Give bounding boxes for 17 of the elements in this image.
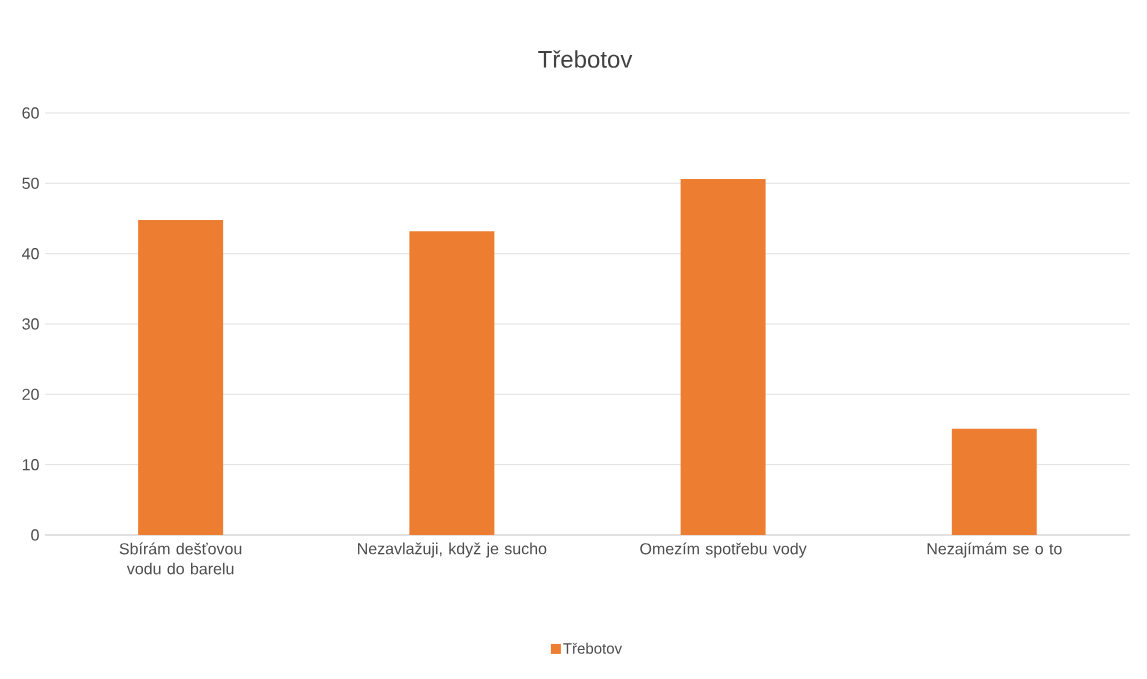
y-tick-label: 60 bbox=[22, 107, 39, 119]
x-tick-label: Omezím spotřebu vody bbox=[640, 542, 807, 558]
legend-label: Třebotov bbox=[563, 642, 623, 654]
x-tick-label: Sbírám dešťovou vodu do barelu bbox=[119, 542, 242, 575]
chart-title: Třebotov bbox=[538, 50, 633, 68]
y-tick-label: 50 bbox=[22, 177, 39, 189]
bar bbox=[951, 428, 1037, 535]
bar bbox=[138, 219, 224, 535]
y-tick-label: 10 bbox=[22, 459, 39, 471]
y-tick-label: 0 bbox=[31, 529, 39, 541]
x-tick-label: Nezavlažuji, když je sucho bbox=[358, 542, 547, 558]
y-tick-label: 20 bbox=[22, 388, 39, 400]
bar bbox=[409, 231, 495, 535]
x-tick-label: Nezajímám se o to bbox=[927, 542, 1062, 558]
bar bbox=[680, 179, 766, 535]
y-tick-label: 30 bbox=[22, 318, 39, 330]
y-tick-label: 40 bbox=[22, 248, 39, 260]
